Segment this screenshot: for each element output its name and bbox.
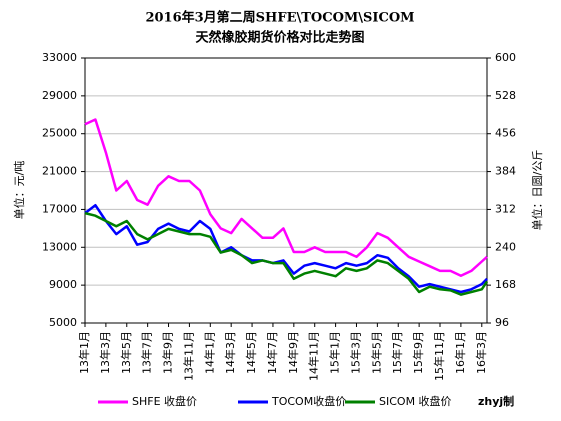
y-tick-label: 5000: [49, 316, 77, 329]
x-tick-label: 15年3月: [348, 331, 362, 374]
y2-tick-label: 96: [495, 316, 509, 329]
y-axis-label: 单位：元/吨: [12, 161, 26, 220]
y2-tick-label: 168: [495, 278, 516, 291]
x-tick-label: 14年9月: [286, 331, 300, 374]
y2-tick-label: 528: [495, 89, 516, 102]
x-tick-label: 16年3月: [474, 331, 488, 374]
annotation: zhyj制: [478, 394, 514, 408]
legend-label: SICOM 收盘价: [379, 394, 452, 408]
x-tick-label: 15年9月: [411, 331, 425, 374]
y2-tick-label: 600: [495, 51, 516, 64]
y2-tick-label: 456: [495, 127, 516, 140]
x-tick-label: 15年11月: [432, 331, 446, 381]
chart-subtitle: 天然橡胶期货价格对比走势图: [195, 30, 364, 46]
x-tick-label: 14年1月: [202, 331, 216, 374]
x-tick-label: 14年3月: [223, 331, 237, 374]
y2-tick-label: 240: [495, 240, 516, 253]
series-line: [84, 118, 488, 277]
y2-axis-label: 单位：日圆/公斤: [530, 150, 544, 231]
series-line: [84, 211, 489, 296]
y-tick-label: 25000: [42, 127, 77, 140]
y-tick-label: 29000: [42, 89, 77, 102]
plot-frame: [84, 57, 488, 324]
x-tick-label: 15年5月: [369, 331, 383, 374]
x-tick-label: 14年11月: [307, 331, 321, 381]
x-tick-label: 13年5月: [119, 331, 133, 374]
x-tick-label: 13年7月: [140, 331, 154, 374]
x-tick-label: 15年7月: [390, 331, 404, 374]
x-tick-label: 14年7月: [265, 331, 279, 374]
x-tick-label: 16年1月: [453, 331, 467, 374]
x-tick-label: 13年11月: [181, 331, 195, 381]
y-tick-label: 17000: [42, 202, 77, 215]
y2-tick-label: 384: [495, 165, 516, 178]
x-tick-label: 13年1月: [77, 331, 91, 374]
y-tick-label: 33000: [42, 51, 77, 64]
y-tick-label: 9000: [49, 278, 77, 291]
x-tick-label: 14年5月: [244, 331, 258, 374]
y2-tick-label: 312: [495, 202, 516, 215]
x-tick-label: 15年1月: [328, 331, 342, 374]
x-tick-label: 13年3月: [98, 331, 112, 374]
chart-title: 2016年3月第二周SHFE\TOCOM\SICOM: [145, 10, 414, 26]
legend-label: TOCOM收盘价: [271, 394, 346, 408]
y-tick-label: 21000: [42, 165, 77, 178]
x-tick-label: 13年9月: [161, 331, 175, 374]
legend-label: SHFE 收盘价: [132, 394, 197, 408]
y-tick-label: 13000: [42, 240, 77, 253]
